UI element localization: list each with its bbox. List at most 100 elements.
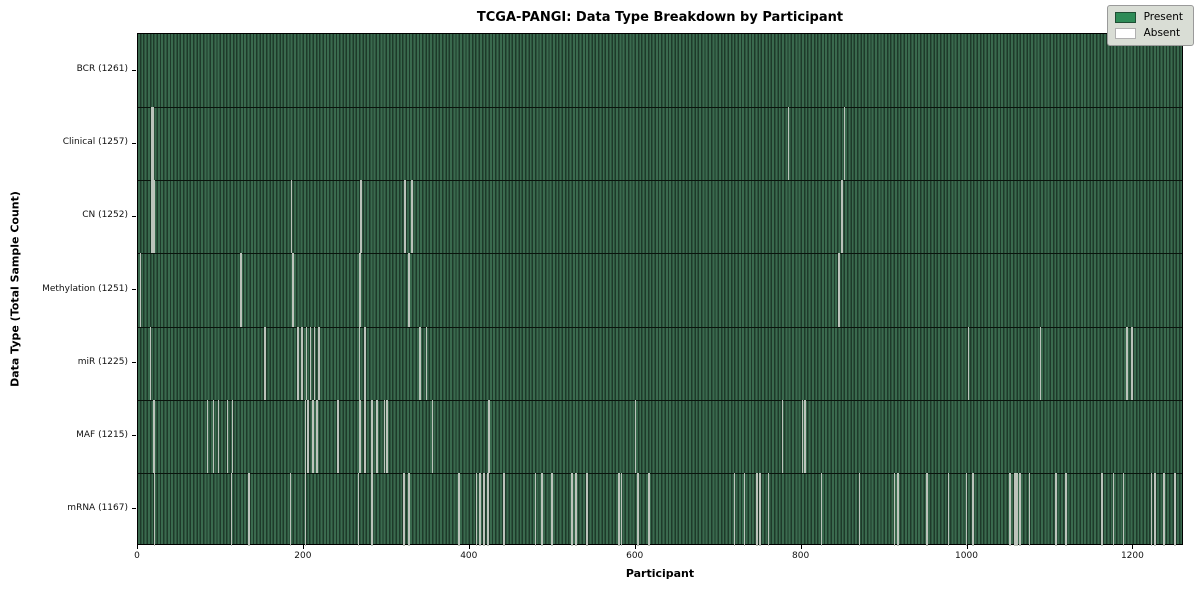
absent-stripe-maf <box>152 399 155 473</box>
absent-stripe-maf <box>376 399 378 473</box>
absent-stripe-mir <box>301 326 303 400</box>
x-tick-mark <box>137 545 138 549</box>
absent-stripe-maf <box>804 399 806 473</box>
absent-stripe-mir <box>318 326 320 400</box>
absent-stripe-mrna <box>230 472 233 546</box>
chart-title: TCGA-PANGI: Data Type Breakdown by Parti… <box>476 10 844 25</box>
legend-item-absent: Absent <box>1114 27 1183 39</box>
absent-stripe-maf <box>634 399 637 473</box>
absent-stripe-mrna <box>1150 472 1153 546</box>
absent-stripe-mir <box>1125 326 1128 400</box>
absent-stripe-mrna <box>926 472 928 546</box>
x-tick-mark <box>468 545 470 549</box>
absent-stripe-mrna <box>357 472 360 546</box>
absent-stripe-mrna <box>408 472 410 546</box>
legend-swatch-present-icon <box>1114 11 1136 23</box>
absent-stripe-mrna <box>896 472 899 546</box>
absent-stripe-maf <box>206 399 209 473</box>
absent-stripe-mrna <box>1174 472 1176 546</box>
y-tick-mark <box>132 215 136 217</box>
absent-stripe-mrna <box>733 472 736 546</box>
absent-stripe-clinical <box>787 107 790 181</box>
absent-stripe-clinical <box>152 107 154 181</box>
y-tick-mark <box>132 435 136 437</box>
absent-stripe-mir <box>264 326 266 400</box>
absent-stripe-mrna <box>755 472 758 546</box>
x-tick-mark <box>634 545 636 549</box>
absent-stripe-methylation <box>838 253 840 327</box>
absent-stripe-maf <box>217 399 220 473</box>
legend: Present Absent <box>1106 5 1194 46</box>
absent-stripe-mir <box>425 326 428 400</box>
absent-stripe-maf <box>304 399 307 473</box>
absent-stripe-mrna <box>767 472 770 546</box>
absent-stripe-mrna <box>858 472 861 546</box>
absent-stripe-maf <box>226 399 229 473</box>
absent-stripe-mrna <box>1122 472 1125 546</box>
absent-stripe-maf <box>386 399 388 473</box>
y-tick-mark <box>132 142 136 144</box>
absent-stripe-mrna <box>289 472 292 546</box>
row-separator <box>138 399 1182 401</box>
absent-stripe-mrna <box>1013 472 1016 546</box>
absent-stripe-maf <box>364 399 367 473</box>
absent-stripe-mrna <box>1163 472 1165 546</box>
absent-stripe-mrna <box>1028 472 1031 546</box>
x-tick-label: 1000 <box>955 551 978 561</box>
absent-stripe-methylation <box>408 253 410 327</box>
y-tick-label-bcr: BCR (1261) <box>76 64 128 75</box>
y-tick-mark <box>132 362 136 364</box>
absent-stripe-maf <box>231 399 234 473</box>
y-tick-label-maf: MAF (1215) <box>76 429 128 440</box>
absent-stripe-maf <box>212 399 215 473</box>
y-tick-mark <box>132 69 136 71</box>
absent-stripe-mrna <box>153 472 156 546</box>
x-tick-mark <box>800 545 802 549</box>
absent-stripe-mir <box>313 326 316 400</box>
absent-stripe-mir <box>149 326 152 400</box>
absent-stripe-cn <box>841 180 843 254</box>
absent-stripe-mrna <box>575 472 577 546</box>
row-separator <box>138 107 1182 109</box>
absent-stripe-mrna <box>1101 472 1103 546</box>
x-tick-label: 600 <box>626 551 644 561</box>
x-tick-mark <box>1132 545 1134 549</box>
absent-stripe-mrna <box>458 472 460 546</box>
absent-stripe-cn <box>404 180 406 254</box>
absent-stripe-methylation <box>139 253 142 327</box>
absent-stripe-methylation <box>292 253 294 327</box>
x-tick-mark <box>302 545 304 549</box>
absent-stripe-mir <box>1130 326 1133 400</box>
absent-stripe-maf <box>337 399 339 473</box>
legend-label-present: Present <box>1143 11 1183 23</box>
absent-stripe-mrna <box>1065 472 1067 546</box>
absent-stripe-mrna <box>893 472 896 546</box>
absent-stripe-cn <box>151 180 153 254</box>
legend-item-present: Present <box>1114 11 1183 23</box>
absent-stripe-maf <box>371 399 373 473</box>
absent-stripe-mrna <box>483 472 485 546</box>
absent-stripe-maf <box>781 399 784 473</box>
x-tick-label: 800 <box>792 551 810 561</box>
absent-stripe-mrna <box>618 472 620 546</box>
x-tick-label: 400 <box>460 551 478 561</box>
absent-stripe-mrna <box>965 472 968 546</box>
y-tick-mark <box>132 289 136 290</box>
x-tick-label: 1200 <box>1120 551 1144 561</box>
x-tick-mark <box>966 545 968 549</box>
absent-stripe-maf <box>312 399 314 473</box>
absent-stripe-mrna <box>371 472 373 546</box>
absent-stripe-mrna <box>475 472 478 546</box>
absent-stripe-mrna <box>478 472 481 546</box>
absent-stripe-mir <box>297 326 299 400</box>
plot-area <box>137 33 1183 546</box>
absent-stripe-cn <box>410 180 413 254</box>
absent-stripe-mir <box>419 326 421 400</box>
absent-stripe-mir <box>358 326 361 400</box>
absent-stripe-mrna <box>304 472 307 546</box>
y-tick-mark <box>132 508 136 510</box>
absent-stripe-mrna <box>534 472 537 546</box>
absent-stripe-maf <box>316 399 318 473</box>
x-tick-label: 0 <box>134 551 140 561</box>
